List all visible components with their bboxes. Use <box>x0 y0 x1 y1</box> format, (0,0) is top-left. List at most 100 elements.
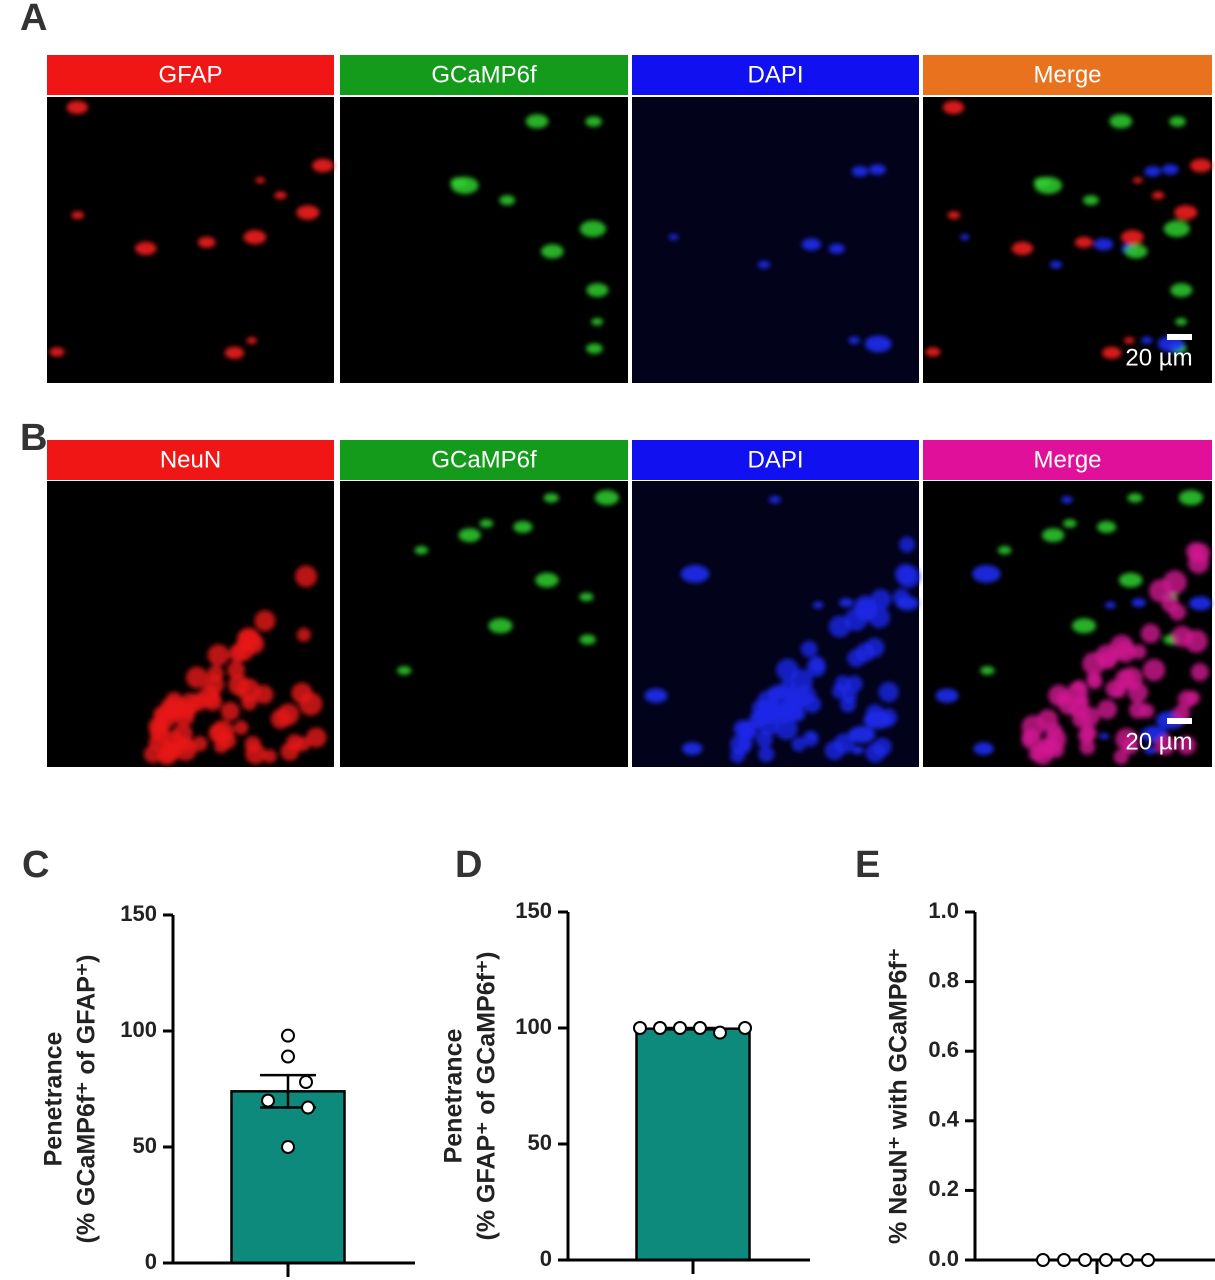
cell-layer <box>1128 700 1147 719</box>
cell <box>1124 244 1148 259</box>
cell-layer <box>1021 715 1045 739</box>
cell <box>71 211 85 220</box>
cell <box>1190 158 1212 173</box>
cell-layer <box>1074 694 1090 709</box>
cell-layer <box>776 658 799 682</box>
cell-layer <box>219 732 237 750</box>
cell <box>543 493 559 503</box>
y-axis-label: (% GCaMP6f⁺ of GFAP⁺) <box>73 955 101 1244</box>
micrograph-cells <box>143 565 327 765</box>
cell-layer <box>892 588 910 606</box>
cell-layer <box>295 736 311 752</box>
micrograph-cells <box>49 100 334 359</box>
panel-header <box>923 440 1212 480</box>
data-point <box>299 1075 313 1090</box>
cell-layer <box>1095 644 1119 668</box>
cell-layer <box>254 610 276 632</box>
cell-layer <box>894 563 916 585</box>
cell <box>1174 205 1198 220</box>
cell <box>947 211 961 220</box>
cell-layer <box>1177 690 1196 709</box>
cell-layer <box>1190 663 1209 682</box>
cell <box>1063 519 1077 528</box>
cell <box>1049 260 1063 269</box>
cell-layer <box>864 637 885 658</box>
cell-layer <box>1055 690 1071 706</box>
cell-layer <box>1032 743 1054 765</box>
cell <box>1161 164 1179 175</box>
cell <box>1189 596 1212 611</box>
cell <box>1120 230 1144 245</box>
cell <box>255 177 266 184</box>
cell-layer <box>1122 737 1140 755</box>
y-tick-label: 0.4 <box>928 1107 959 1132</box>
cell <box>246 337 258 344</box>
cell <box>1061 496 1073 504</box>
cell-layer <box>232 639 255 662</box>
data-point <box>1057 1253 1071 1267</box>
y-tick-label: 0 <box>540 1246 552 1271</box>
cell <box>197 236 216 248</box>
cell-layer <box>1086 673 1103 690</box>
cell-layer <box>758 745 775 763</box>
y-tick-label: 50 <box>133 1133 157 1158</box>
cell-layer <box>295 565 318 588</box>
cell-layer <box>800 640 818 658</box>
cell <box>579 634 596 645</box>
cell <box>1127 493 1143 503</box>
cell <box>535 572 559 588</box>
cell-layer <box>1080 724 1097 742</box>
data-point <box>738 1021 752 1035</box>
y-axis-label: Penetrance <box>440 1029 468 1164</box>
panel-label: A <box>20 0 47 39</box>
cell-layer <box>1045 722 1063 741</box>
cell-layer <box>1184 629 1208 653</box>
panel-header <box>632 55 919 95</box>
cell <box>540 244 564 259</box>
cell <box>1082 195 1099 206</box>
cell <box>1074 236 1093 248</box>
cell-layer <box>791 689 810 708</box>
panel-header-text: DAPI <box>747 446 803 473</box>
cell <box>851 746 864 755</box>
data-point <box>281 1140 295 1154</box>
cell-layer <box>809 656 825 672</box>
micrograph <box>923 97 1212 383</box>
panel-header-text: GFAP <box>158 61 222 88</box>
y-tick-label: 0.6 <box>928 1037 959 1062</box>
cell <box>1104 601 1116 609</box>
y-tick-label: 0.0 <box>928 1246 959 1271</box>
y-tick-label: 0.8 <box>928 967 959 992</box>
y-tick-label: 1.0 <box>928 898 959 923</box>
cell-layer <box>270 708 291 729</box>
cell <box>925 347 941 357</box>
cell-layer <box>236 678 261 702</box>
cell <box>682 742 703 756</box>
cell <box>414 546 429 555</box>
cell-layer <box>157 743 179 765</box>
data-point <box>1120 1253 1134 1267</box>
cell <box>769 496 781 504</box>
cell-layer <box>791 737 807 752</box>
micrograph-cells <box>397 490 620 675</box>
cell <box>1071 618 1097 634</box>
micrograph <box>340 481 628 767</box>
panel-header-text: GCaMP6f <box>431 446 537 473</box>
cell <box>668 234 679 241</box>
panel-label: C <box>22 844 49 886</box>
cell <box>942 100 965 115</box>
bar <box>635 1027 751 1262</box>
cell <box>828 243 845 254</box>
cell-layer <box>1148 579 1173 603</box>
cell <box>224 346 245 359</box>
cell <box>757 260 771 269</box>
cell <box>972 565 1001 583</box>
cell-layer <box>207 665 224 682</box>
cell <box>479 519 494 528</box>
panel-header <box>923 55 1212 95</box>
cell <box>812 601 824 609</box>
cell-layer <box>148 716 169 737</box>
cell <box>579 592 594 602</box>
y-tick-label: 100 <box>515 1014 552 1039</box>
